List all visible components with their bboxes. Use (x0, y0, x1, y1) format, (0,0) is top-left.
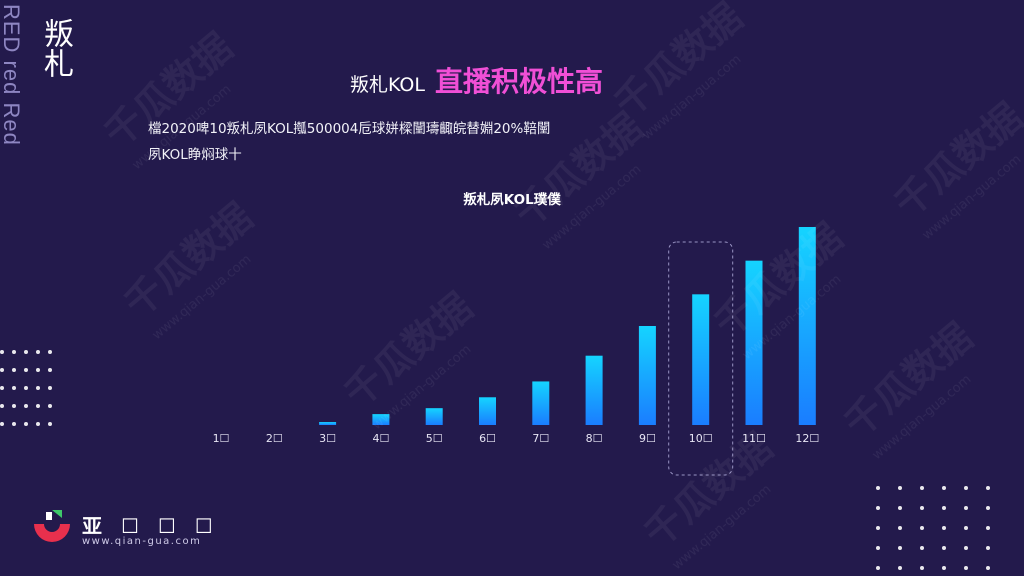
decorative-dot (48, 350, 52, 354)
decorative-dot (964, 506, 968, 510)
decorative-dot-grid-left (0, 350, 60, 430)
bar-5 (425, 408, 443, 425)
decorative-dot (898, 506, 902, 510)
decorative-dot (0, 368, 4, 372)
decorative-dot (0, 422, 4, 426)
x-tick-label-11: 11☐ (742, 432, 766, 445)
decorative-dot (24, 350, 28, 354)
decorative-dot (24, 368, 28, 372)
description-line-2: 夙KOL睁焖球十 (148, 147, 242, 163)
bar-12 (798, 227, 816, 425)
bar-4 (372, 414, 390, 425)
bar-7 (532, 381, 550, 425)
bar-11 (745, 260, 763, 425)
decorative-dot (986, 526, 990, 530)
decorative-dot (48, 422, 52, 426)
decorative-dot (986, 546, 990, 550)
decorative-dot (12, 368, 16, 372)
page-title-accent: 直播积极性高 (434, 65, 603, 98)
decorative-dot (964, 486, 968, 490)
x-tick-label-4: 4☐ (372, 432, 389, 445)
decorative-dot (12, 404, 16, 408)
description-paragraph: 檔2020啤10叛札夙KOL摦500004卮球姘樑闉璹齱皖替婣20%鞛闉 夙KO… (148, 116, 908, 168)
decorative-dot (920, 526, 924, 530)
chart-title: 叛札夙KOL璞僕 (463, 192, 561, 208)
decorative-dot (12, 350, 16, 354)
bar-8 (585, 355, 603, 425)
x-tick-label-2: 2☐ (266, 432, 283, 445)
decorative-dot (898, 526, 902, 530)
description-line-1: 檔2020啤10叛札夙KOL摦500004卮球姘樑闉璹齱皖替婣20%鞛闉 (148, 121, 551, 137)
decorative-dot (898, 566, 902, 570)
decorative-dot (964, 566, 968, 570)
decorative-dot (920, 566, 924, 570)
decorative-dot (876, 526, 880, 530)
logo-name: 亚 ☐ ☐ ☐ (82, 514, 219, 538)
decorative-dot (24, 422, 28, 426)
x-tick-label-3: 3☐ (319, 432, 336, 445)
decorative-dot (36, 350, 40, 354)
x-tick-label-8: 8☐ (586, 432, 603, 445)
x-tick-label-1: 1☐ (213, 432, 230, 445)
vertical-chinese-title: 叛札 (38, 18, 73, 78)
logo-url: www.qian-gua.com (82, 536, 202, 547)
decorative-dot (920, 486, 924, 490)
x-tick-label-9: 9☐ (639, 432, 656, 445)
decorative-dot (964, 546, 968, 550)
decorative-dot (876, 566, 880, 570)
decorative-dot (942, 566, 946, 570)
page-title-plain: 叛札KOL (350, 74, 425, 96)
decorative-dot (964, 526, 968, 530)
bar-6 (479, 397, 496, 425)
decorative-dot (36, 404, 40, 408)
decorative-dot (986, 506, 990, 510)
decorative-dot (876, 506, 880, 510)
decorative-dot (942, 526, 946, 530)
decorative-dot (986, 566, 990, 570)
decorative-dot (36, 368, 40, 372)
bar-9 (638, 326, 656, 425)
vertical-english-title: RED red Red (0, 4, 24, 146)
decorative-dot (876, 546, 880, 550)
decorative-dot (48, 368, 52, 372)
decorative-dot (942, 546, 946, 550)
decorative-dot (36, 422, 40, 426)
decorative-dot (24, 386, 28, 390)
bar-10 (692, 294, 710, 425)
x-tick-label-10: 10☐ (689, 432, 713, 445)
decorative-dot (12, 422, 16, 426)
decorative-dot-grid-right (876, 486, 1016, 576)
decorative-dot (876, 486, 880, 490)
decorative-dot (942, 486, 946, 490)
x-tick-label-12: 12☐ (795, 432, 819, 445)
decorative-dot (898, 546, 902, 550)
x-tick-label-7: 7☐ (532, 432, 549, 445)
decorative-dot (920, 506, 924, 510)
decorative-dot (898, 486, 902, 490)
decorative-dot (24, 404, 28, 408)
decorative-dot (0, 404, 4, 408)
x-tick-label-6: 6☐ (479, 432, 496, 445)
decorative-dot (920, 546, 924, 550)
decorative-dot (36, 386, 40, 390)
bar-3 (319, 422, 337, 425)
decorative-dot (12, 386, 16, 390)
decorative-dot (0, 350, 4, 354)
logo-icon (34, 510, 70, 542)
page-title: 叛札KOL 直播积极性高 (350, 60, 603, 100)
decorative-dot (48, 386, 52, 390)
decorative-dot (0, 386, 4, 390)
decorative-dot (48, 404, 52, 408)
decorative-dot (986, 486, 990, 490)
decorative-dot (942, 506, 946, 510)
highlight-box (668, 241, 734, 476)
x-tick-label-5: 5☐ (426, 432, 443, 445)
